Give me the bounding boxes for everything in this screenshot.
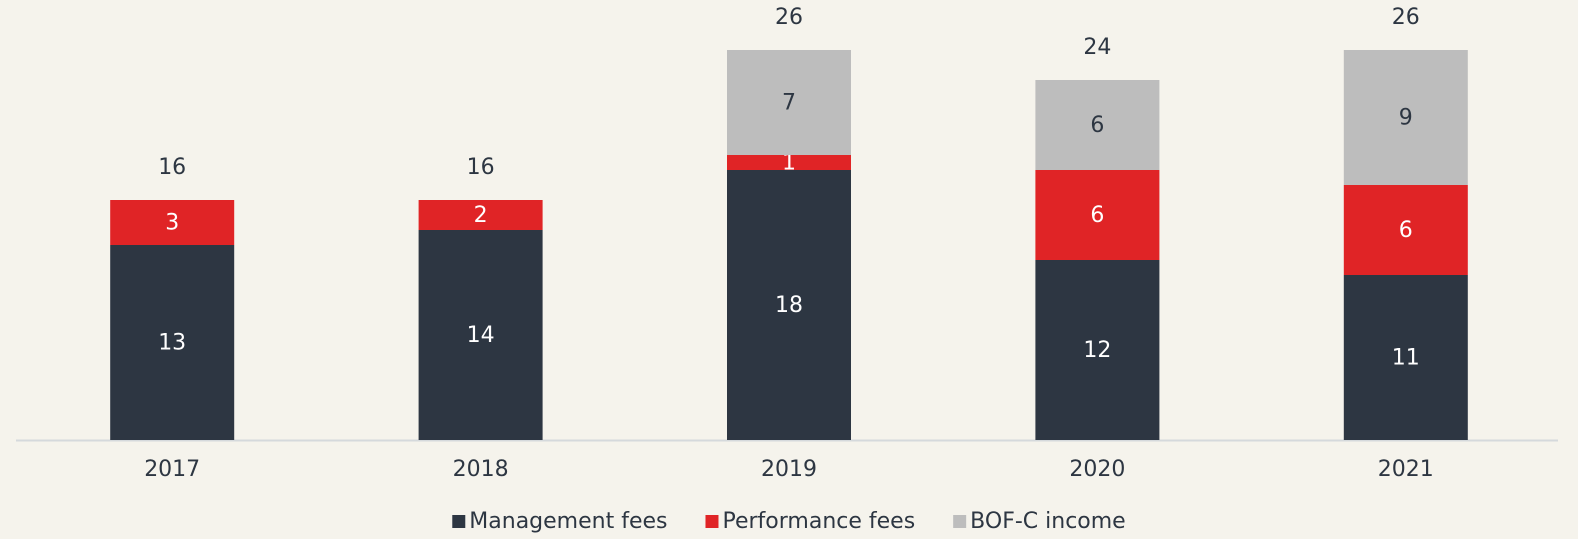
- x-tick-label: 2021: [1378, 457, 1434, 482]
- data-label: 1: [782, 151, 796, 176]
- bar-segment: [418, 230, 543, 440]
- bar-segment: [727, 50, 851, 155]
- data-label: 2: [474, 203, 488, 228]
- total-label: 24: [1083, 35, 1111, 60]
- data-label: 18: [775, 293, 803, 318]
- bar-segment: [727, 155, 851, 170]
- bar-segment: [1035, 260, 1160, 440]
- total-label: 16: [467, 155, 495, 180]
- bar-segment: [1035, 170, 1160, 260]
- data-label: 9: [1399, 106, 1413, 131]
- legend-label: BOF-C income: [970, 509, 1126, 534]
- data-label: 7: [782, 91, 796, 116]
- total-label: 16: [158, 155, 186, 180]
- data-label: 13: [158, 331, 186, 356]
- bar-segment: [1035, 80, 1160, 170]
- bar-segment: [727, 170, 851, 440]
- legend-label: Performance fees: [722, 509, 915, 534]
- legend-swatch: [953, 515, 967, 528]
- x-tick-label: 2020: [1069, 457, 1125, 482]
- data-label: 6: [1090, 113, 1104, 138]
- data-label: 6: [1399, 218, 1413, 243]
- data-label: 6: [1090, 203, 1104, 228]
- x-tick-label: 2017: [144, 457, 200, 482]
- total-label: 26: [1392, 5, 1420, 30]
- data-label: 3: [165, 211, 179, 236]
- data-label: 14: [467, 323, 495, 348]
- bar-segment: [418, 200, 543, 230]
- bar-segment: [1343, 50, 1468, 185]
- total-label: 26: [775, 5, 803, 30]
- legend-label: Management fees: [469, 509, 667, 534]
- bar-segment: [110, 245, 235, 440]
- bar-segment: [1343, 275, 1468, 440]
- data-label: 12: [1083, 338, 1111, 363]
- bar-segment: [1343, 185, 1468, 275]
- legend-swatch: [452, 515, 466, 528]
- x-tick-label: 2019: [761, 457, 817, 482]
- legend-swatch: [705, 515, 719, 528]
- bar-segment: [110, 200, 235, 245]
- data-label: 11: [1392, 346, 1420, 371]
- x-tick-label: 2018: [453, 457, 509, 482]
